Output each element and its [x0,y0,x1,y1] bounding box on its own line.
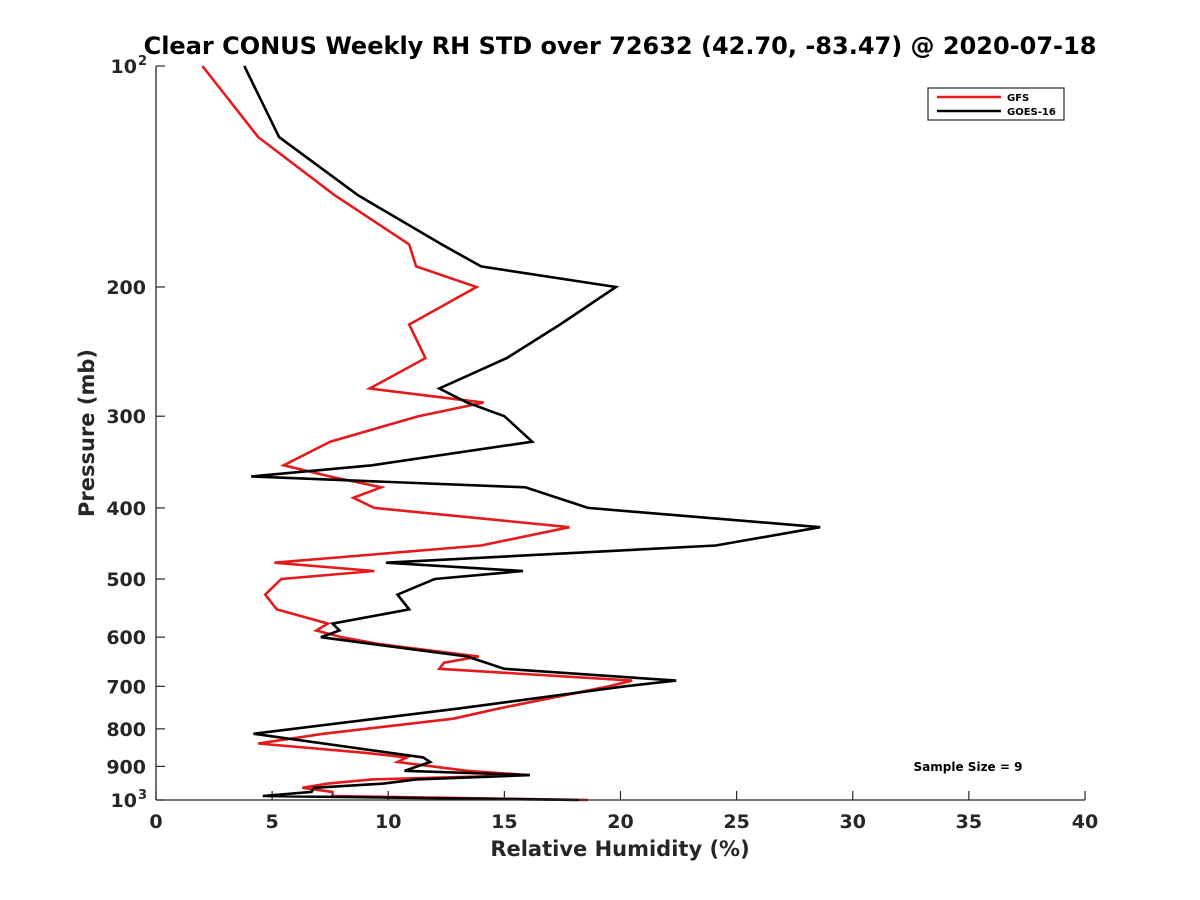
y-tick-label: 400 [106,498,146,520]
x-tick-label: 5 [266,811,279,833]
x-tick-label: 25 [723,811,749,833]
y-tick-label: 10 [111,56,137,78]
y-axis-label: Pressure (mb) [75,349,99,517]
y-tick-label: 800 [106,719,146,741]
x-axis-ticks: 0 5 10 15 20 25 30 35 40 [149,791,1098,833]
legend: GFS GOES-16 [927,87,1065,121]
series-line-gfs [201,65,633,802]
y-tick-label: 300 [106,406,146,428]
x-tick-label: 30 [840,811,866,833]
legend-box [927,87,1065,121]
sample-size-annotation: Sample Size = 9 [914,760,1023,774]
y-tick-label: 200 [106,277,146,299]
y-tick-label: 900 [106,756,146,778]
legend-label-goes-16: GOES-16 [1007,107,1056,118]
x-tick-label: 10 [375,811,401,833]
x-tick-label: 0 [149,811,162,833]
y-tick-label: 10 [111,790,137,812]
y-tick-label: 600 [106,627,146,649]
y-tick-exponent: 2 [138,54,147,69]
x-tick-label: 40 [1072,811,1098,833]
x-tick-label: 20 [607,811,633,833]
y-tick-label: 500 [106,569,146,591]
y-tick-label: 700 [106,676,146,698]
legend-label-gfs: GFS [1007,93,1029,104]
x-tick-label: 35 [956,811,982,833]
x-axis-label: Relative Humidity (%) [490,837,749,861]
chart-title: Clear CONUS Weekly RH STD over 72632 (42… [144,32,1097,60]
series-layer [201,65,821,802]
y-tick-exponent: 3 [138,788,147,803]
x-tick-label: 15 [491,811,517,833]
series-line-goes-16 [243,65,821,802]
